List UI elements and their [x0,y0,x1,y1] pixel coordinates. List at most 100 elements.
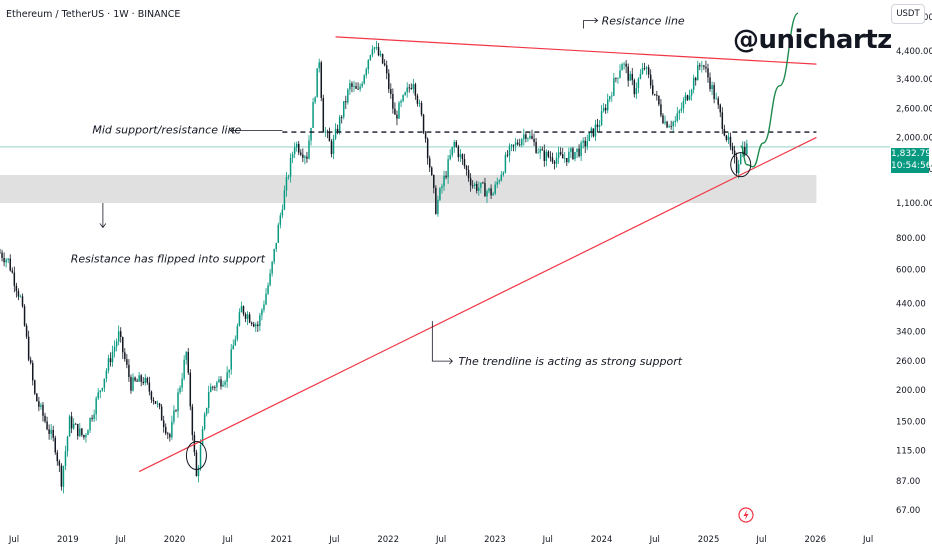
x-tick-label: Jul [542,535,553,545]
candle-body [414,84,417,96]
candle-body [189,372,192,407]
currency-button[interactable]: USDT [891,4,925,24]
candle-body [0,252,1,254]
annotation-flip-arrowhead [99,223,107,229]
candle-body [656,94,658,96]
candle-body [138,375,140,382]
candle-body [404,92,406,96]
candle-body [99,390,102,393]
candle-body [283,190,286,210]
candle-body [502,172,505,175]
candle-body [103,378,106,389]
candle-body [729,136,732,147]
candle-body [441,186,443,189]
candle-body [371,49,374,56]
candle-body [735,156,738,174]
candle-body [553,161,556,164]
candle-body [594,124,597,137]
candle-body [162,420,165,427]
candle-body [596,124,599,128]
candle-body [694,77,697,81]
candle-body [267,285,269,294]
candle-body [398,102,400,119]
x-tick-label: 2021 [271,535,293,545]
symbol-header[interactable]: Ethereum / TetherUS · 1W · BINANCE [6,9,181,20]
candle-body [566,157,568,163]
candle-body [473,183,476,186]
candle-body [304,156,306,158]
candle-body [15,285,18,292]
candle-body [300,152,302,155]
candle-body [181,378,183,388]
candle-body [531,135,533,139]
candle-body [36,393,38,402]
candle-body [205,407,208,415]
x-tick-label: 2024 [591,535,613,545]
y-tick-label: 2,600.00 [896,105,932,115]
candle-body [709,77,711,90]
candle-body [525,134,527,139]
candle-body [383,63,386,66]
candle-body [588,132,591,141]
candle-body [676,113,679,121]
candle-body [637,78,640,89]
x-tick-label: Jul [755,535,766,545]
candle-body [353,86,355,87]
candle-body [388,73,390,90]
candle-body [250,322,253,324]
candle-body [322,97,325,133]
candle-body [703,65,705,67]
candle-body [312,102,314,128]
candle-body [733,150,736,157]
bar-countdown: 10:54:56 [891,161,932,171]
candle-body [279,215,282,225]
candle-body [426,138,429,159]
candle-body [701,65,703,67]
candle-body [678,110,681,114]
candle-body [551,157,554,162]
candle-body [248,314,251,323]
candle-body [527,138,529,140]
candle-body [124,352,126,360]
candle-body [167,433,169,435]
candle-body [490,188,492,196]
candle-body [295,143,298,148]
x-tick-label: Jul [222,535,233,545]
candle-body [635,88,638,95]
candle-body [365,69,368,76]
x-tick-label: 2025 [698,535,720,545]
candle-body [576,148,578,153]
candle-body [717,98,719,105]
candle-body [230,349,232,370]
candle-body [600,111,603,126]
candle-body [158,403,161,407]
candle-body [406,87,408,93]
candle-body [52,429,54,438]
candle-body [240,306,243,313]
candle-body [639,73,642,79]
candle-body [471,185,474,187]
candle-body [50,429,52,434]
touch-circle-2020 [185,441,207,471]
candle-body [238,312,241,326]
candle-body [97,392,99,399]
y-tick-label: 1,100.00 [896,199,932,209]
candle-body [7,258,9,260]
candle-body [77,423,79,437]
candle-body [359,86,361,90]
candle-body [668,126,670,128]
candle-body [42,404,44,416]
x-tick-label: 2020 [164,535,186,545]
candle-body [478,187,480,191]
candle-body [72,423,75,429]
candle-body [25,325,28,337]
candle-body [232,345,235,350]
y-tick-label: 87.00 [896,477,920,487]
candle-body [629,73,631,81]
candle-body [555,157,558,164]
candle-body [737,164,740,174]
candle-body [355,86,357,89]
candle-body [658,95,660,105]
candle-body [347,89,349,103]
